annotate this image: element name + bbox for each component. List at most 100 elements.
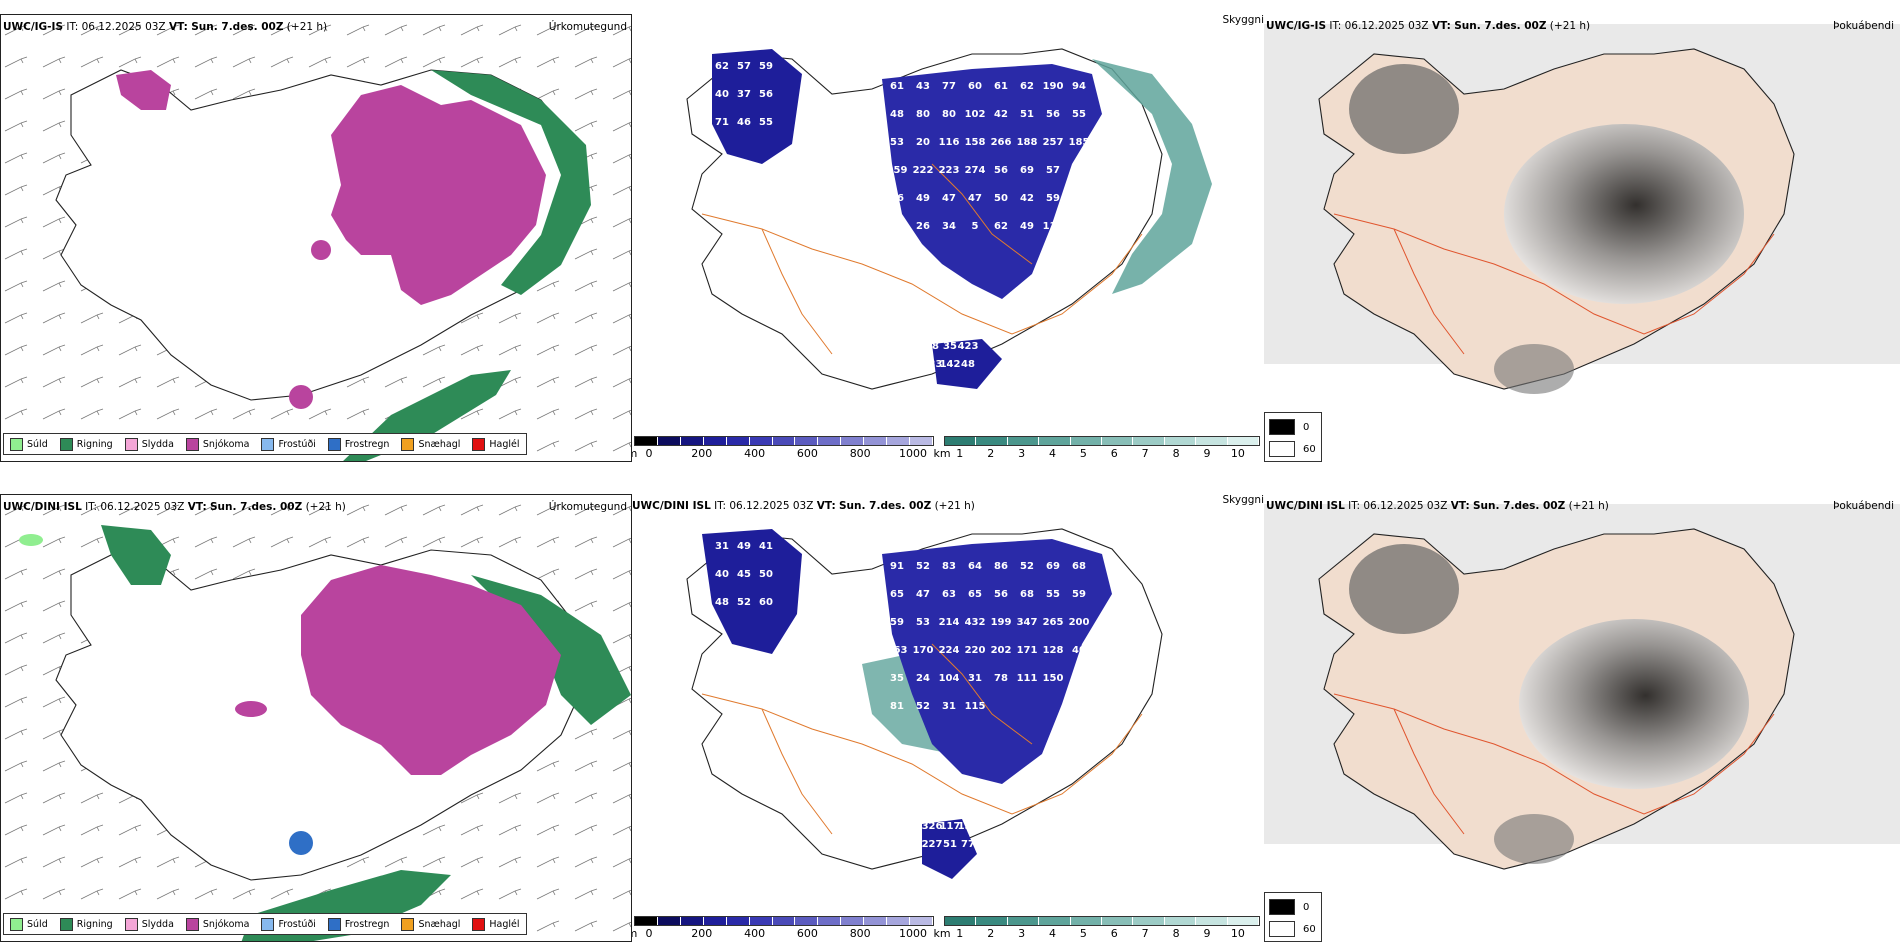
- scale-bin: [1070, 437, 1103, 445]
- visibility-value: 37: [737, 89, 751, 100]
- legend-item: Haglél: [472, 437, 520, 451]
- visibility-value: 49: [1072, 165, 1086, 176]
- legend-item: Rigning: [59, 917, 113, 931]
- height-scale: m0 200 400 600 800 1000: [632, 916, 934, 940]
- scale-tick-label: 7: [1141, 447, 1149, 460]
- legend-label: Frostregn: [344, 438, 390, 450]
- legend-item: Frostúði: [261, 917, 316, 931]
- scale-bin: [910, 437, 933, 445]
- fog-map-bottom: [1264, 504, 1900, 870]
- scale-tick-label: 5: [1079, 927, 1087, 940]
- visibility-value: 47: [916, 589, 930, 600]
- visibility-value: 104: [887, 221, 908, 232]
- fog-south-area: [1494, 814, 1574, 864]
- scale-bin: [887, 917, 911, 925]
- visibility-value: 199: [991, 617, 1012, 628]
- visibility-value: 42: [1020, 193, 1034, 204]
- visibility-value: 56: [994, 589, 1008, 600]
- scale-bin: [772, 917, 796, 925]
- visibility-value: 35: [890, 673, 904, 684]
- vis-blue-ne: [882, 539, 1112, 784]
- visibility-value: 220: [965, 645, 986, 656]
- scale-bin: [1227, 437, 1260, 445]
- visibility-value: 46: [737, 117, 751, 128]
- scale-bin: [945, 437, 977, 445]
- panel-title: UWC/DINI ISL IT: 06.12.2025 03Z VT: Sun.…: [1266, 500, 1609, 512]
- legend-label: 0: [1303, 901, 1310, 913]
- scale-bin: [772, 437, 796, 445]
- scale-bin: [841, 437, 865, 445]
- visibility-value: 423: [958, 341, 979, 352]
- legend-item: Slydda: [124, 917, 174, 931]
- scale-tick-label: 7: [1141, 927, 1149, 940]
- visibility-value: 38: [925, 341, 939, 352]
- visibility-value: 69: [1046, 561, 1060, 572]
- precip-rain-east: [431, 70, 591, 295]
- precip-snow-main: [331, 85, 546, 305]
- visibility-value: 59: [890, 617, 904, 628]
- visibility-panel-top: 62 57 59 40 37 56 71 46 55 61 43 77 60 61 62 190 94 48 80 8…: [632, 14, 1264, 462]
- visibility-value: 77: [961, 839, 975, 850]
- visibility-value: 62: [994, 221, 1008, 232]
- legend-label: Rigning: [76, 918, 113, 930]
- scale-tick-label: 4: [1048, 447, 1056, 460]
- precip-snow-spot-2: [311, 240, 331, 260]
- visibility-value: 31: [942, 701, 956, 712]
- visibility-value: 60: [759, 597, 773, 608]
- visibility-value: 89: [1072, 193, 1086, 204]
- scale-bin: [818, 917, 842, 925]
- visibility-value: 20: [916, 137, 930, 148]
- scale-tick-label: 1: [956, 447, 964, 460]
- legend-swatch: [327, 437, 341, 451]
- scale-tick-label: 800: [849, 927, 871, 940]
- visibility-value: 69: [1020, 165, 1034, 176]
- visibility-value: 142: [940, 359, 961, 370]
- visibility-value: 326: [922, 821, 943, 832]
- fog-nw-area: [1349, 544, 1459, 634]
- legend-item: Slydda: [124, 437, 174, 451]
- scale-bin: [1196, 917, 1228, 925]
- legend-swatch: [10, 437, 23, 451]
- scale-bin: [795, 917, 819, 925]
- legend-label: 0: [1303, 421, 1310, 433]
- visibility-value: 42: [994, 109, 1008, 120]
- scale-bin: [1007, 437, 1040, 445]
- visibility-values: 62 57 59 40 37 56 71 46 55 61 43 77 60 61 62 190 94 48 80 8…: [715, 61, 1089, 370]
- precip-map-bottom: [1, 495, 631, 941]
- visibility-value: 48: [890, 109, 904, 120]
- visibility-value: 200: [1069, 617, 1090, 628]
- height-scale: m0 200 400 600 800 1000: [632, 436, 934, 460]
- fog-index-panel-bottom: UWC/DINI ISL IT: 06.12.2025 03Z VT: Sun.…: [1264, 494, 1900, 942]
- legend-swatch: [10, 917, 23, 931]
- legend-swatch: [185, 917, 199, 931]
- roads-layer: [1333, 693, 1775, 835]
- visibility-value: 188: [1017, 137, 1038, 148]
- visibility-map-top: 62 57 59 40 37 56 71 46 55 61 43 77 60 61 62 190 94 48 80 8…: [686, 48, 1212, 390]
- scale-bin: [841, 917, 865, 925]
- visibility-value: 115: [1043, 221, 1064, 232]
- visibility-value: 259: [887, 165, 908, 176]
- scale-tick-label: 600: [796, 927, 818, 940]
- scale-tick-label: 3: [1018, 927, 1026, 940]
- precip-drizzle-nw: [101, 525, 171, 585]
- scale-bin: [1039, 917, 1071, 925]
- vis-blue-south: [932, 339, 1002, 389]
- legend-label: Snjókoma: [202, 918, 250, 930]
- visibility-value: 157: [958, 821, 979, 832]
- legend-label: Frostregn: [344, 918, 390, 930]
- visibility-value: 40: [715, 89, 729, 100]
- visibility-value: 86: [994, 561, 1008, 572]
- legend-label: 60: [1303, 923, 1316, 935]
- visibility-value: 265: [1043, 617, 1064, 628]
- visibility-value: 51: [1020, 109, 1034, 120]
- visibility-value: 51: [890, 249, 904, 260]
- visibility-value: 55: [1046, 589, 1060, 600]
- legend-item: Frostregn: [327, 437, 390, 451]
- legend-swatch: [1269, 921, 1295, 937]
- visibility-value: 432: [965, 617, 986, 628]
- visibility-value: 49: [737, 541, 751, 552]
- scale-bin: [680, 437, 704, 445]
- visibility-value: 50: [994, 193, 1008, 204]
- fog-map-top: [1264, 24, 1900, 394]
- scale-tick-label: 400: [744, 447, 766, 460]
